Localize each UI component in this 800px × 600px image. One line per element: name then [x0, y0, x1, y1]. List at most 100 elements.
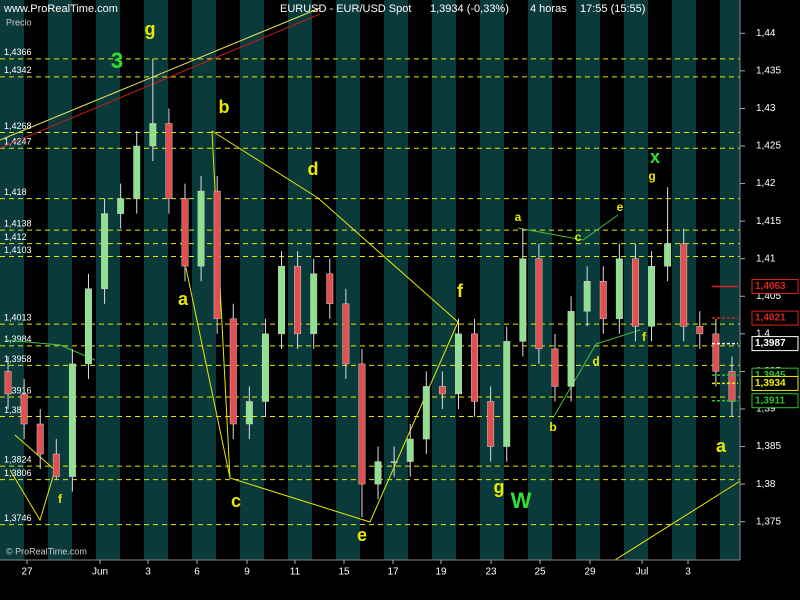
candle-body	[567, 311, 575, 387]
level-label: 1,4247	[4, 137, 32, 147]
candle-body	[599, 280, 607, 320]
wave-labels: g 3 b d a c e f g W a c e x g d f b f a	[58, 19, 727, 545]
day-stripe	[480, 0, 504, 560]
candle-body	[101, 213, 109, 290]
x-tick-label: 29	[584, 567, 596, 578]
candle-body	[36, 423, 44, 455]
time-axis-panel	[0, 560, 800, 600]
wave-line	[9, 434, 56, 522]
y-tick-label: 1,385	[756, 441, 781, 452]
level-label: 1,3984	[4, 334, 32, 344]
candle-body	[117, 198, 125, 214]
candle-body	[197, 190, 205, 267]
x-tick-label: 9	[244, 567, 250, 578]
x-tick-label: 17	[387, 567, 399, 578]
price-mark-label: 1,3987	[755, 338, 786, 349]
wave-label: f	[457, 281, 464, 301]
y-tick-label: 1,42	[756, 178, 776, 189]
day-stripe	[384, 0, 408, 560]
candle-body	[680, 243, 688, 327]
day-stripe	[552, 0, 576, 560]
level-label: 1,3806	[4, 468, 32, 478]
price-mark-box	[751, 336, 799, 352]
x-tick-label: 23	[485, 567, 497, 578]
candle-body	[535, 258, 543, 350]
wave-label: d	[308, 159, 319, 179]
wave-label: g	[648, 169, 655, 183]
x-tick-label: 15	[338, 567, 350, 578]
candle-body	[487, 401, 495, 447]
candle-body	[4, 371, 12, 395]
day-stripes	[0, 0, 740, 560]
candle-body	[438, 386, 446, 395]
x-tick-label: 25	[534, 567, 546, 578]
wave-label: x	[650, 147, 660, 167]
candle-body	[712, 333, 720, 372]
axes: 1,441,4351,431,4251,421,4151,411,4051,41…	[21, 28, 799, 578]
level-label: 1,3958	[4, 354, 32, 364]
price-mark-label: 1,4063	[755, 281, 786, 292]
trend-line	[0, 13, 321, 149]
wave-label: g	[145, 19, 156, 39]
candle-body	[149, 123, 157, 147]
wave-label: e	[617, 200, 624, 214]
candle-body	[133, 145, 141, 199]
price-mark-label: 1,4021	[755, 313, 786, 324]
level-label: 1,4138	[4, 219, 32, 229]
y-tick-label: 1,39	[756, 404, 776, 415]
day-stripe	[120, 0, 144, 560]
day-stripe	[336, 0, 360, 560]
candle-body	[68, 363, 76, 477]
candle-body	[85, 288, 92, 365]
wave-line	[614, 477, 746, 561]
y-tick-label: 1,4	[756, 328, 770, 339]
chart-title: EURUSD - EUR/USD Spot	[280, 3, 411, 15]
levels: 1,4366 1,4342 1,4268 1,4247 1,418 1,4138 1,412…	[0, 47, 740, 526]
candle-body	[358, 363, 366, 485]
wave-label: b	[219, 97, 230, 117]
candle-body	[471, 333, 479, 402]
y-tick-label: 1,425	[756, 141, 781, 152]
day-stripe	[192, 0, 216, 560]
day-stripe	[432, 0, 456, 560]
day-stripe	[0, 0, 24, 560]
day-stripe	[240, 0, 264, 560]
x-tick-label: 11	[290, 567, 301, 578]
candle-body	[374, 461, 382, 485]
wave-line	[185, 267, 459, 523]
day-stripe	[696, 0, 720, 560]
x-tick-label: Jul	[636, 567, 649, 578]
trend-line	[0, 7, 321, 141]
y-tick-label: 1,41	[756, 253, 776, 264]
x-tick-label: 3	[685, 567, 691, 578]
level-label: 1,4268	[4, 121, 32, 131]
price-mark-label: 1,3945	[755, 370, 786, 381]
candle-body	[615, 258, 623, 320]
time: 17:55 (15:55)	[580, 3, 645, 15]
candle-body	[503, 341, 511, 447]
y-tick-label: 1,405	[756, 291, 781, 302]
wave-label: e	[357, 525, 367, 545]
wave-line	[211, 130, 231, 479]
level-label: 1,3916	[4, 385, 32, 395]
day-stripe	[168, 0, 192, 560]
day-stripe	[24, 0, 48, 560]
candle-body	[261, 333, 269, 402]
day-stripe	[72, 0, 96, 560]
day-stripe	[576, 0, 600, 560]
timeframe: 4 horas	[530, 3, 567, 15]
price-mark-box	[751, 393, 799, 409]
wave-label: a	[178, 289, 189, 309]
y-tick-label: 1,435	[756, 66, 781, 77]
y-tick-label: 1,375	[756, 516, 781, 527]
candle-body	[229, 318, 237, 425]
site: www.ProRealTime.com	[3, 3, 118, 15]
day-stripe	[408, 0, 432, 560]
candle-body	[342, 303, 350, 365]
candles	[4, 58, 736, 518]
last-price: 1,3934 (-0,33%)	[430, 3, 509, 15]
y-tick-label: 1,415	[756, 216, 781, 227]
price-mark-label: 1,3911	[755, 395, 785, 406]
candle-body	[583, 280, 591, 312]
